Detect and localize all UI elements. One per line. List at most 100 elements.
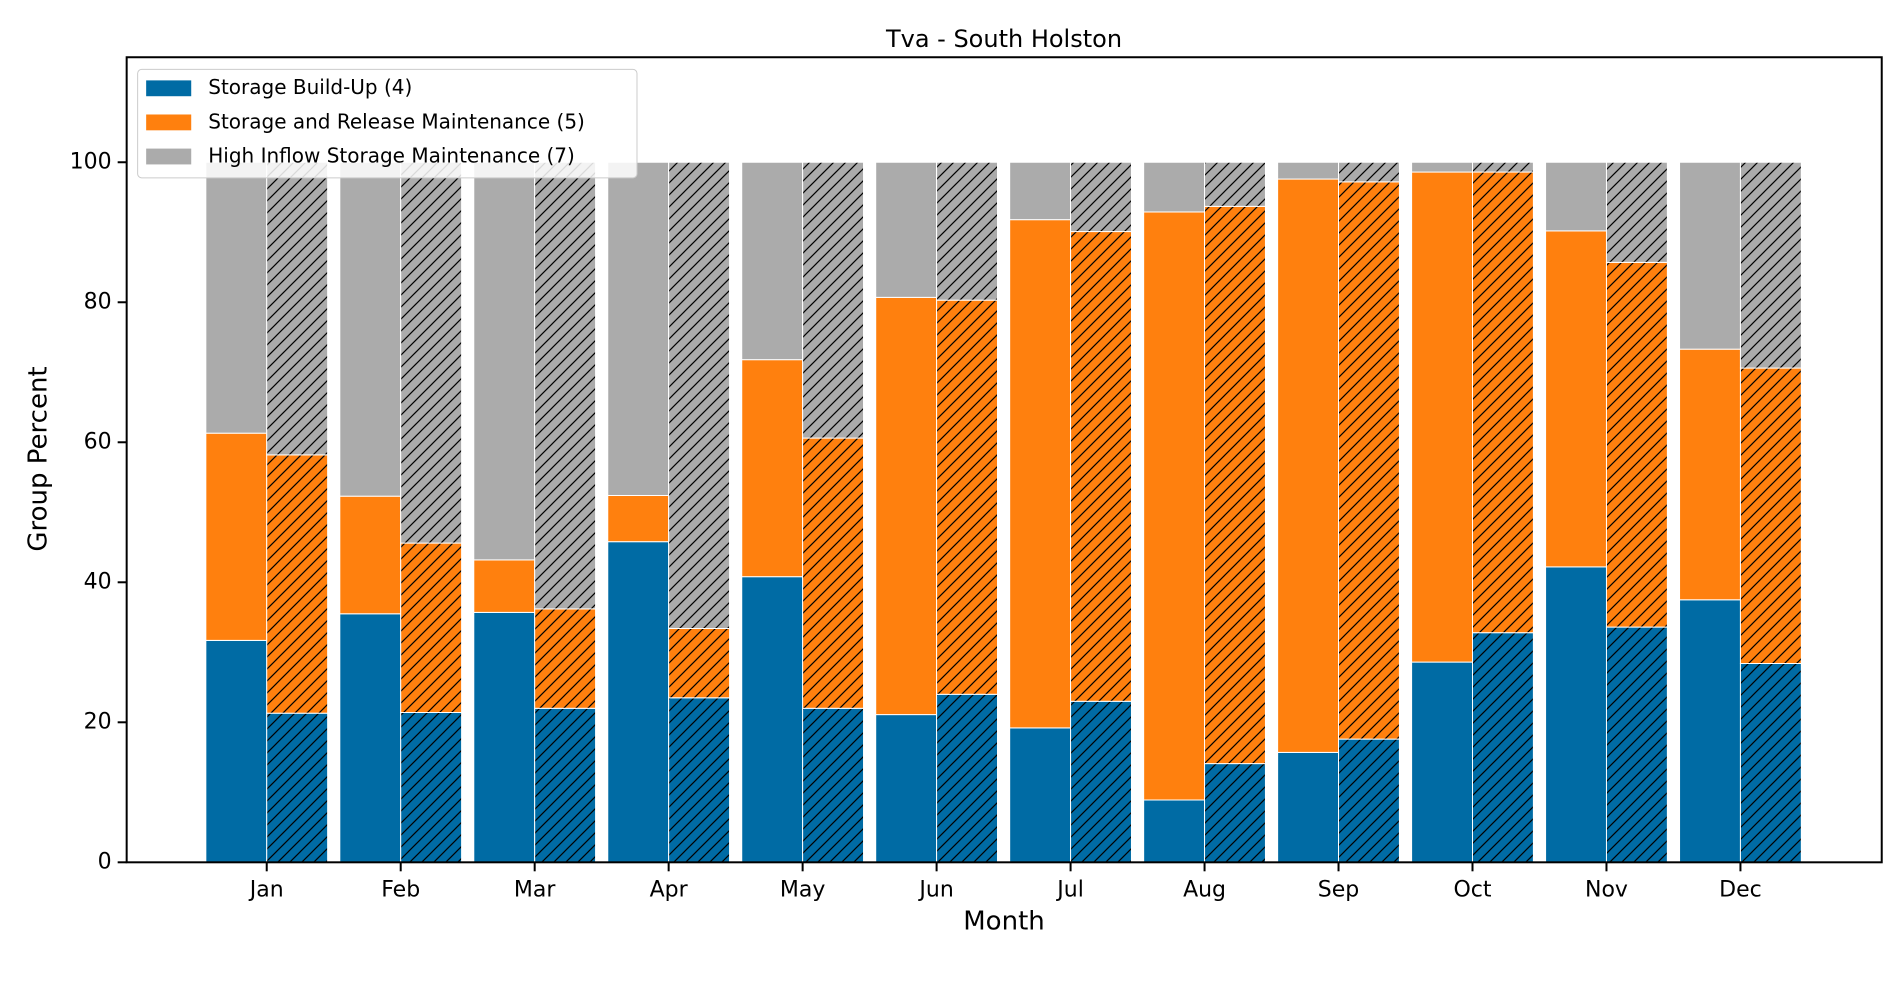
hatched-bar-segment xyxy=(400,161,463,544)
x-tick-label: May xyxy=(780,877,825,902)
bar-segment xyxy=(741,359,804,578)
legend-swatch xyxy=(146,80,192,97)
bar-segment xyxy=(1411,661,1473,863)
hatched-bar-segment xyxy=(1070,231,1132,702)
hatched-bar-segment xyxy=(266,712,329,863)
x-tick-label: Aug xyxy=(1183,877,1226,902)
x-tick-label: Nov xyxy=(1585,877,1628,902)
hatched-bar-segment xyxy=(1204,205,1266,765)
bar-segment xyxy=(1679,599,1741,863)
bar-segment xyxy=(1277,161,1340,180)
bar-segment xyxy=(1411,161,1473,173)
bar-segment xyxy=(607,161,670,496)
hatched-bar-segment xyxy=(1204,161,1266,207)
hatched-bar-segment xyxy=(266,454,329,714)
hatched-bar-segment xyxy=(1204,763,1266,863)
hatched-bar-segment xyxy=(534,608,597,709)
x-tick-label: Jul xyxy=(1055,877,1084,902)
hatched-bar-segment xyxy=(1605,161,1668,263)
chart-title: Tva - South Holston xyxy=(885,25,1122,53)
hatched-bar-segment xyxy=(1338,181,1400,740)
hatched-bar-segment xyxy=(1472,632,1534,863)
y-axis-label: Group Percent xyxy=(24,366,54,551)
y-tick-label: 80 xyxy=(84,289,112,314)
y-tick-label: 100 xyxy=(70,149,112,174)
x-tick-label: Mar xyxy=(514,877,556,902)
hatched-bar-segment xyxy=(1338,738,1400,863)
legend-label: Storage Build-Up (4) xyxy=(208,75,412,99)
bar-segment xyxy=(205,639,268,863)
bar-segment xyxy=(875,161,938,298)
hatched-bar-segment xyxy=(802,437,865,709)
bar-segment xyxy=(473,611,536,863)
legend-label: High Inflow Storage Maintenance (7) xyxy=(208,143,575,167)
plot-frame xyxy=(125,56,1883,864)
hatched-bar-segment xyxy=(1739,367,1802,664)
legend-swatch xyxy=(146,148,192,165)
bar-segment xyxy=(1679,161,1741,350)
bar-segment xyxy=(1009,219,1072,729)
bar-segment xyxy=(1679,348,1741,601)
bar-segment xyxy=(473,161,536,561)
bar-segment xyxy=(1277,751,1340,863)
y-tick-label: 20 xyxy=(84,709,112,734)
bar-segment xyxy=(1143,799,1206,863)
hatched-bar-segment xyxy=(668,627,731,699)
x-tick-label: Feb xyxy=(381,877,420,902)
hatched-bar-segment xyxy=(802,707,865,863)
hatched-bar-segment xyxy=(936,299,998,695)
hatched-bar-segment xyxy=(400,711,463,863)
bar-segment xyxy=(1411,171,1473,663)
bar-segment xyxy=(1143,211,1206,801)
bar-segment xyxy=(205,432,268,641)
hatched-bar-segment xyxy=(1070,700,1132,863)
hatched-bar-segment xyxy=(1070,161,1132,233)
bar-segment xyxy=(741,576,804,863)
bar-segment xyxy=(607,494,670,543)
legend-label: Storage and Release Maintenance (5) xyxy=(208,109,585,133)
bar-segment xyxy=(607,541,670,863)
bar-segment xyxy=(339,495,402,615)
bar-segment xyxy=(875,714,938,863)
bar-segment xyxy=(1009,161,1072,221)
x-tick-label: Dec xyxy=(1719,877,1762,902)
legend-box xyxy=(137,68,638,179)
hatched-bar-segment xyxy=(1605,626,1668,863)
y-tick-label: 60 xyxy=(84,429,112,454)
bar-segment xyxy=(473,559,536,613)
hatched-bar-segment xyxy=(534,161,597,610)
hatched-bar-segment xyxy=(1338,161,1400,183)
bar-segment xyxy=(1545,230,1607,568)
hatched-bar-segment xyxy=(1605,261,1668,628)
bar-segment xyxy=(1545,161,1607,232)
hatched-bar-segment xyxy=(400,542,463,713)
y-tick-label: 40 xyxy=(84,569,112,594)
x-tick-label: Jan xyxy=(248,877,284,902)
legend-swatch xyxy=(146,114,192,131)
legend: Storage Build-Up (4) Storage and Release … xyxy=(137,68,638,179)
x-tick-label: Apr xyxy=(650,877,689,902)
hatched-bar-segment xyxy=(1739,161,1802,369)
x-axis-label: Month xyxy=(963,907,1045,937)
bar-segment xyxy=(339,161,402,497)
hatched-bar-segment xyxy=(1472,171,1534,634)
hatched-bar-segment xyxy=(668,697,731,863)
hatched-bar-segment xyxy=(266,161,329,456)
x-tick-label: Oct xyxy=(1453,877,1491,902)
bar-segment xyxy=(1143,161,1206,213)
hatched-bar-segment xyxy=(1472,161,1534,173)
bar-segment xyxy=(205,161,268,434)
hatched-bar-segment xyxy=(534,707,597,863)
bar-segment xyxy=(339,613,402,863)
hatched-bar-segment xyxy=(936,161,998,301)
hatched-bar-segment xyxy=(936,693,998,863)
bar-segment xyxy=(1277,178,1340,753)
bar-segment xyxy=(1545,566,1607,863)
bar-segment xyxy=(875,296,938,716)
x-tick-label: Sep xyxy=(1318,877,1359,902)
bar-segment xyxy=(1009,727,1072,863)
x-tick-label: Jun xyxy=(917,877,953,902)
hatched-bar-segment xyxy=(1739,662,1802,863)
y-tick-label: 0 xyxy=(98,849,112,874)
